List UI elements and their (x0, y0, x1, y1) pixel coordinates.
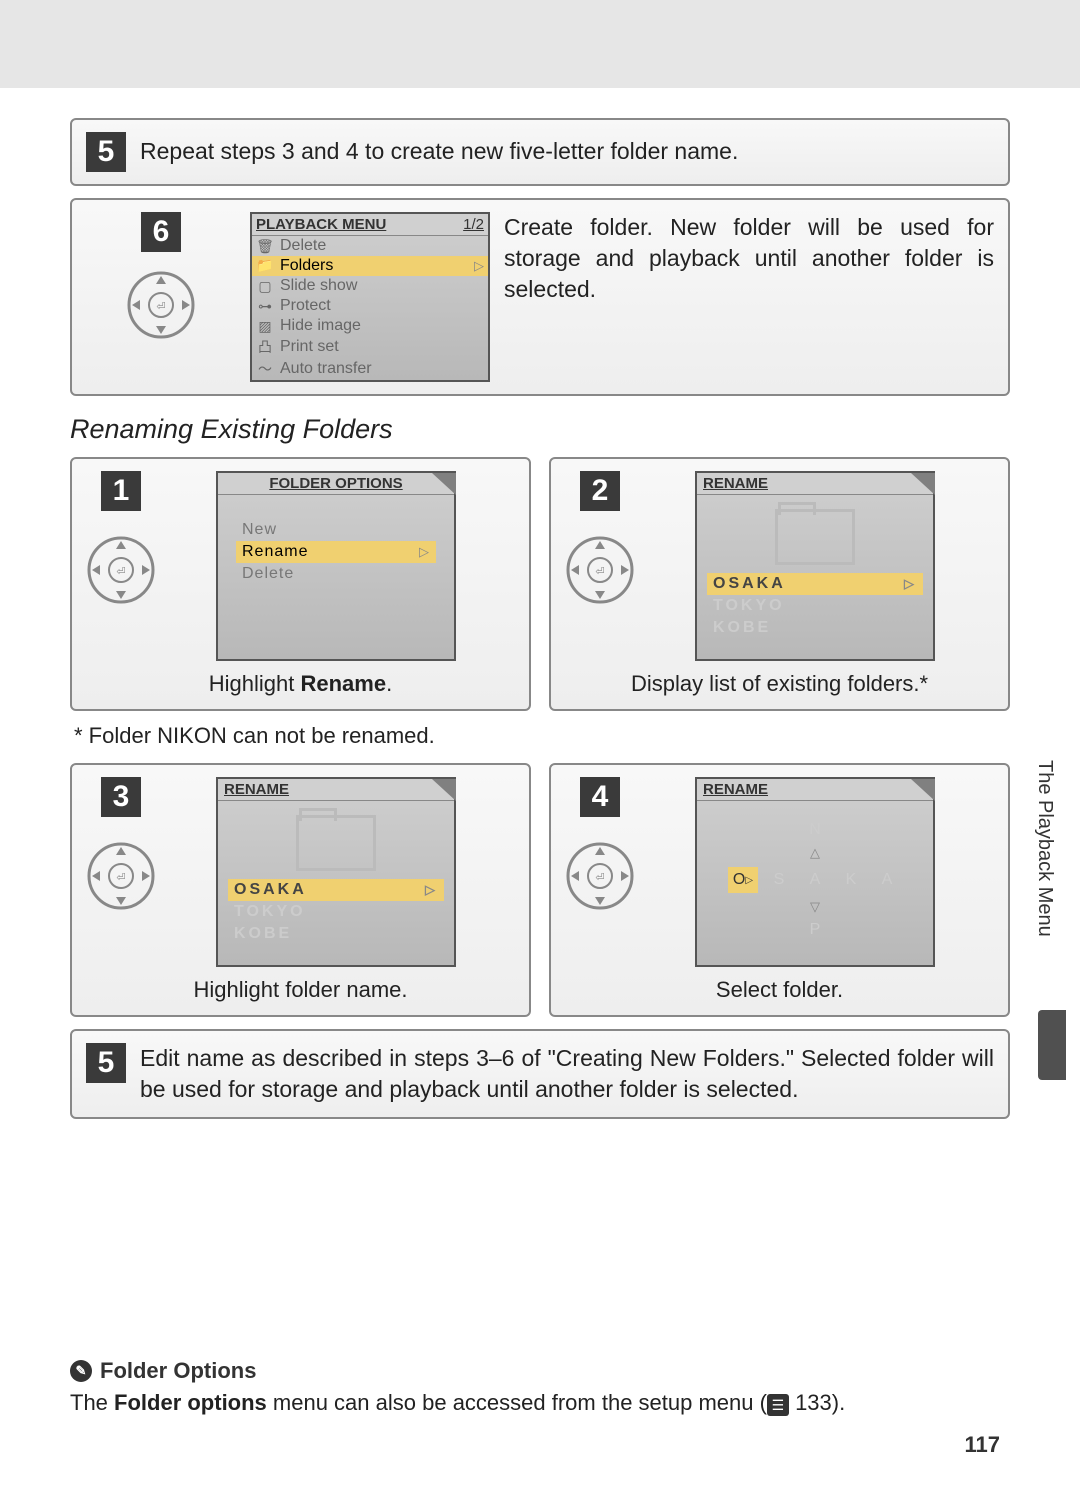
dpad-icon: ⏎ (565, 535, 635, 605)
folder-big-icon (775, 509, 855, 565)
up-char: N (809, 821, 821, 839)
char-0: O▷ (728, 867, 758, 893)
folder-big-icon (296, 815, 376, 871)
bottom-text: The Folder options menu can also be acce… (70, 1390, 1010, 1417)
folder-kobe-3: KOBE (228, 923, 444, 945)
side-tab-marker (1038, 1010, 1066, 1080)
menu-item-transfer: 〜Auto transfer (252, 358, 488, 380)
menu-item-delete: 🗑Delete (252, 236, 488, 256)
up-arrow-icon: △ (810, 845, 820, 861)
rename-editor-screen: RENAME N △ O▷ S A K A ▽ P (695, 777, 935, 967)
page-number: 117 (965, 1432, 1001, 1458)
dpad-icon: ⏎ (565, 841, 635, 911)
step6-box: 6 ⏎ PLAYBACK MENU 1/2 🗑Delete 📁Folders▷ … (70, 198, 1010, 396)
dpad-icon: ⏎ (86, 535, 156, 605)
menu-item-hide: ▨Hide image (252, 316, 488, 336)
step5-box: 5 Repeat steps 3 and 4 to create new fiv… (70, 118, 1010, 186)
char-row: O▷ S A K A (728, 867, 902, 893)
menu-item-slideshow: ▢Slide show (252, 276, 488, 296)
down-char: P (810, 921, 821, 939)
folder-kobe: KOBE (707, 617, 923, 639)
svg-text:⏎: ⏎ (595, 872, 604, 884)
rename-step2: 2 ⏎ RENAME OSAKA▷ TOKYO KOBE Display lis… (549, 457, 1010, 711)
rename-step1: 1 ⏎ FOLDER OPTIONS New Rename▷ Delete Hi… (70, 457, 531, 711)
rename-step1-number: 1 (101, 471, 141, 511)
side-tab-label: The Playback Menu (1033, 760, 1056, 937)
down-arrow-icon: ▽ (810, 899, 820, 915)
rename-step2-number: 2 (580, 471, 620, 511)
folder-osaka-3: OSAKA▷ (228, 879, 444, 901)
step5-number: 5 (86, 132, 126, 172)
rename-step4: 4 ⏎ RENAME N △ O▷ S A K A ▽ P (549, 763, 1010, 1017)
step1-caption: Highlight Rename. (209, 671, 392, 697)
rename-step5-number: 5 (86, 1043, 126, 1083)
section-title: Renaming Existing Folders (70, 414, 1010, 445)
step3-caption: Highlight folder name. (193, 977, 407, 1003)
dpad-icon: ⏎ (126, 270, 196, 340)
info-icon: ✎ (70, 1360, 92, 1382)
svg-text:⏎: ⏎ (116, 566, 125, 578)
step6-text: Create folder. New folder will be used f… (504, 212, 994, 305)
folder-tokyo-3: TOKYO (228, 901, 444, 923)
bottom-note: ✎ Folder Options The Folder options menu… (70, 1358, 1010, 1417)
rename-step5-text: Edit name as described in steps 3–6 of "… (140, 1043, 994, 1105)
playback-menu-page: 1/2 (463, 216, 484, 233)
step6-number: 6 (141, 212, 181, 252)
folder-options-title: FOLDER OPTIONS (218, 473, 454, 495)
menu-item-print: 凸Print set (252, 336, 488, 358)
menu-item-protect: ⊶Protect (252, 296, 488, 316)
opt-rename: Rename▷ (236, 541, 436, 563)
rename-list-screen: RENAME OSAKA▷ TOKYO KOBE (695, 471, 935, 661)
char-1: S (764, 867, 794, 893)
char-4: A (872, 867, 902, 893)
svg-text:⏎: ⏎ (116, 872, 125, 884)
step4-caption: Select folder. (716, 977, 843, 1003)
page-ref-icon: ☰ (767, 1394, 789, 1416)
folder-tokyo: TOKYO (707, 595, 923, 617)
rename-list-screen-3: RENAME OSAKA▷ TOKYO KOBE (216, 777, 456, 967)
opt-new: New (236, 519, 436, 541)
svg-text:⏎: ⏎ (156, 301, 165, 313)
rename-row1: 1 ⏎ FOLDER OPTIONS New Rename▷ Delete Hi… (70, 457, 1010, 711)
rename-step5-box: 5 Edit name as described in steps 3–6 of… (70, 1029, 1010, 1119)
rename-step3-number: 3 (101, 777, 141, 817)
bottom-heading: ✎ Folder Options (70, 1358, 1010, 1384)
footnote: * Folder NIKON can not be renamed. (74, 723, 1010, 749)
char-3: K (836, 867, 866, 893)
step5-text: Repeat steps 3 and 4 to create new five-… (140, 136, 994, 167)
rename-step4-number: 4 (580, 777, 620, 817)
dpad-icon: ⏎ (86, 841, 156, 911)
svg-text:⏎: ⏎ (595, 566, 604, 578)
playback-menu-title: PLAYBACK MENU (256, 216, 386, 233)
playback-menu-screen: PLAYBACK MENU 1/2 🗑Delete 📁Folders▷ ▢Sli… (250, 212, 490, 382)
char-2: A (800, 867, 830, 893)
folder-options-screen: FOLDER OPTIONS New Rename▷ Delete (216, 471, 456, 661)
opt-delete: Delete (236, 563, 436, 585)
rename-title-4: RENAME (697, 779, 933, 801)
rename-row2: 3 ⏎ RENAME OSAKA▷ TOKYO KOBE Highlight f… (70, 763, 1010, 1017)
rename-title-3: RENAME (218, 779, 454, 801)
rename-title: RENAME (697, 473, 933, 495)
step2-caption: Display list of existing folders.* (631, 671, 928, 697)
menu-item-folders: 📁Folders▷ (252, 256, 488, 276)
rename-step3: 3 ⏎ RENAME OSAKA▷ TOKYO KOBE Highlight f… (70, 763, 531, 1017)
folder-osaka: OSAKA▷ (707, 573, 923, 595)
top-banner (0, 0, 1080, 88)
